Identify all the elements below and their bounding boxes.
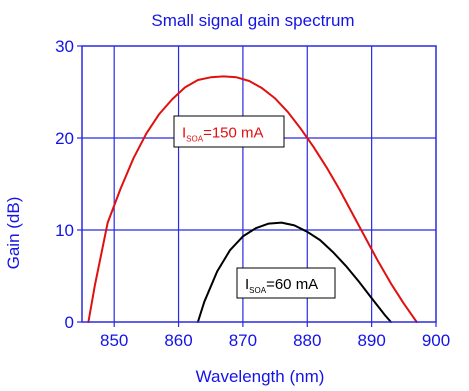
x-axis-label: Wavelength (nm) xyxy=(196,367,325,386)
annotation-main: I xyxy=(245,276,249,293)
series-line-60mA xyxy=(196,221,392,323)
annotation-text: =60 mA xyxy=(266,276,318,293)
y-tick-label: 30 xyxy=(55,37,74,56)
annotation-subscript: SOA xyxy=(249,286,267,295)
x-tick-label: 900 xyxy=(422,331,450,350)
annotation-label: ISOA=60 mA xyxy=(245,276,318,295)
x-tick-label: 860 xyxy=(164,331,192,350)
x-tick-label: 880 xyxy=(293,331,321,350)
series-line-150mA xyxy=(87,75,418,323)
y-tick-label: 10 xyxy=(55,221,74,240)
annotation-text: =150 mA xyxy=(203,125,263,142)
series-lines xyxy=(87,75,418,323)
chart-title: Small signal gain spectrum xyxy=(151,11,354,30)
x-tick-label: 890 xyxy=(357,331,385,350)
annotation-box xyxy=(236,267,336,299)
annotation-main: I xyxy=(182,125,186,142)
y-tick-label: 0 xyxy=(65,313,74,332)
x-tick-label: 850 xyxy=(100,331,128,350)
y-tick-label: 20 xyxy=(55,129,74,148)
annotation-label: ISOA=150 mA xyxy=(182,125,264,144)
plot-frame xyxy=(81,45,437,323)
x-tick-label: 870 xyxy=(229,331,257,350)
annotation-box xyxy=(173,115,285,148)
axis-ticks: 850 860 870 880 890 900 0 10 20 30 xyxy=(55,37,450,350)
y-axis-label: Gain (dB) xyxy=(4,197,23,270)
annotation-subscript: SOA xyxy=(186,135,204,144)
